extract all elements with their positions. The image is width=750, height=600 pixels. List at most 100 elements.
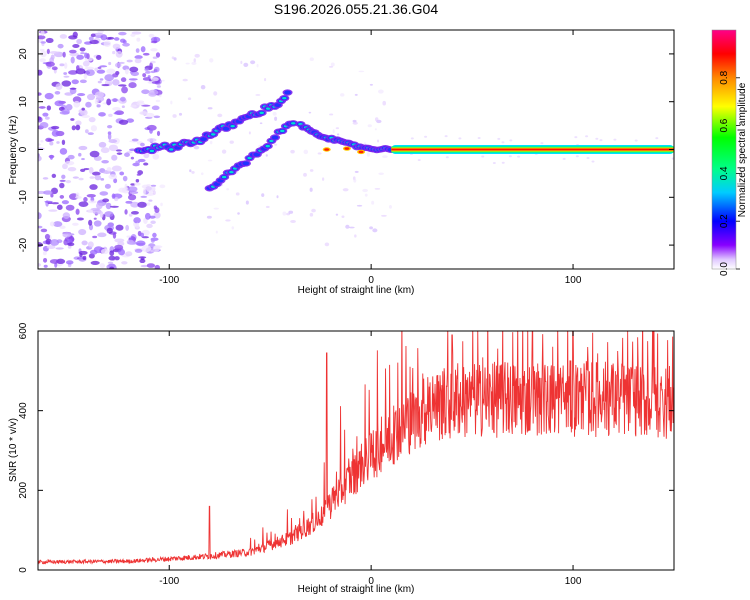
noise-blob xyxy=(61,139,66,146)
noise-blob xyxy=(115,149,122,152)
noise-blob xyxy=(62,51,66,58)
noise-blob xyxy=(81,240,88,246)
noise-blob xyxy=(207,159,213,162)
colorbar-tick-label-0.6: 0.6 xyxy=(719,118,730,132)
noise-blob xyxy=(51,130,60,137)
noise-blob xyxy=(151,186,156,192)
noise-blob xyxy=(135,222,140,229)
noise-blob xyxy=(367,124,372,128)
noise-blob xyxy=(143,152,150,159)
noise-blob xyxy=(126,239,134,245)
noise-blob xyxy=(124,68,129,75)
noise-blob xyxy=(108,113,113,117)
noise-blob xyxy=(84,57,93,62)
noise-blob xyxy=(141,236,150,239)
noise-blob xyxy=(114,238,125,243)
noise-blob xyxy=(152,190,156,195)
noise-blob xyxy=(317,152,322,155)
noise-blob xyxy=(276,195,279,199)
noise-blob xyxy=(69,87,77,90)
noise-blob xyxy=(38,116,43,123)
noise-blob xyxy=(562,157,566,160)
noise-blob xyxy=(128,78,138,81)
noise-blob xyxy=(78,250,88,255)
noise-blob xyxy=(59,194,65,199)
noise-blob xyxy=(40,139,44,143)
noise-blob xyxy=(105,202,112,210)
noise-blob xyxy=(54,91,61,95)
noise-blob xyxy=(134,248,143,253)
noise-blob xyxy=(100,34,108,41)
noise-blob xyxy=(153,115,161,119)
noise-blob xyxy=(88,200,97,204)
noise-blob xyxy=(108,174,118,180)
noise-blob xyxy=(328,66,334,68)
noise-blob xyxy=(50,193,54,198)
noise-blob xyxy=(127,186,138,193)
noise-blob xyxy=(59,34,68,39)
noise-blob xyxy=(64,160,75,166)
noise-blob xyxy=(42,112,49,117)
noise-blob xyxy=(68,70,78,75)
noise-blob xyxy=(613,138,617,141)
noise-blob xyxy=(185,62,190,65)
noise-blob xyxy=(46,105,52,111)
noise-blob xyxy=(46,245,56,250)
noise-blob xyxy=(150,220,156,225)
noise-blob xyxy=(150,48,158,52)
noise-blob xyxy=(106,167,112,172)
noise-blob xyxy=(140,195,148,198)
noise-blob xyxy=(109,250,115,256)
noise-blob xyxy=(131,138,139,142)
noise-blob xyxy=(374,128,377,131)
noise-blob xyxy=(237,212,240,215)
noise-blob xyxy=(138,256,147,259)
noise-blob xyxy=(39,121,49,129)
noise-blob xyxy=(134,55,143,60)
noise-blob xyxy=(127,194,137,201)
noise-blob xyxy=(122,175,128,182)
noise-blob xyxy=(150,40,158,44)
noise-blob xyxy=(38,225,43,229)
noise-blob xyxy=(150,77,159,82)
noise-blob xyxy=(509,139,513,142)
noise-blob xyxy=(240,60,243,65)
noise-blob xyxy=(59,179,66,182)
noise-blob xyxy=(90,260,100,265)
noise-blob xyxy=(206,215,212,219)
noise-blob xyxy=(115,224,124,231)
noise-blob xyxy=(290,219,296,224)
noise-blob xyxy=(215,230,218,234)
noise-blob xyxy=(59,148,68,155)
noise-blob xyxy=(332,129,335,134)
noise-blob xyxy=(121,105,125,109)
noise-blob xyxy=(45,37,54,44)
noise-blob xyxy=(39,58,46,63)
noise-blob xyxy=(142,52,150,56)
noise-blob xyxy=(290,149,295,154)
noise-blob xyxy=(93,217,97,220)
noise-blob xyxy=(126,118,135,123)
noise-blob xyxy=(119,171,125,176)
colorbar-ticks: 0.0 0.2 0.4 0.6 0.8 xyxy=(719,70,740,276)
noise-blob xyxy=(255,94,261,96)
noise-blob xyxy=(38,242,43,248)
noise-blob xyxy=(130,33,136,37)
noise-blob xyxy=(43,190,53,195)
noise-blob xyxy=(121,86,128,94)
noise-blob xyxy=(86,193,96,198)
noise-blob xyxy=(424,135,428,138)
noise-blob xyxy=(75,120,82,126)
noise-blob xyxy=(67,166,77,172)
noise-blob xyxy=(65,204,75,211)
noise-blob xyxy=(575,155,579,158)
noise-blob xyxy=(274,143,278,146)
noise-blob xyxy=(90,33,96,38)
noise-blob xyxy=(156,85,161,88)
noise-blob xyxy=(56,141,60,144)
noise-blob xyxy=(143,162,149,166)
noise-blob xyxy=(125,224,130,231)
noise-blob xyxy=(161,79,165,82)
noise-blob xyxy=(112,43,121,50)
